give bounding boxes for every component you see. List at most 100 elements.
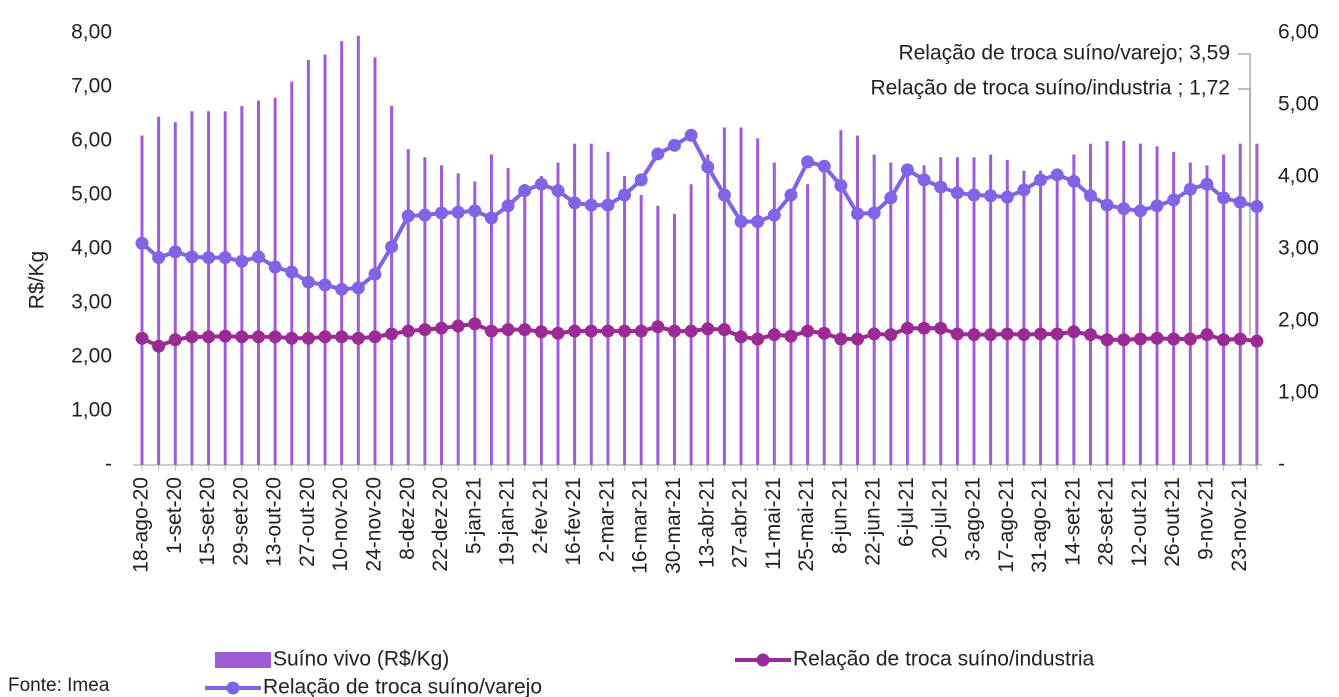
marker — [501, 323, 515, 337]
marker — [251, 250, 265, 264]
x-tick-label: 22-dez-20 — [429, 477, 452, 572]
marker — [1000, 190, 1014, 204]
marker — [634, 324, 648, 338]
marker — [1233, 195, 1247, 209]
bar — [939, 157, 943, 465]
x-tick-label: 24-nov-20 — [363, 477, 386, 572]
bar — [1188, 162, 1192, 465]
x-tick-label: 20-jul-21 — [928, 477, 951, 559]
bar — [539, 176, 543, 465]
bar — [140, 135, 144, 465]
marker — [185, 330, 199, 344]
bar — [390, 105, 394, 466]
bar — [839, 130, 843, 465]
marker — [1250, 200, 1264, 214]
marker — [285, 331, 299, 345]
marker — [1233, 332, 1247, 346]
marker — [767, 328, 781, 342]
marker — [584, 324, 598, 338]
marker — [1150, 331, 1164, 345]
bar — [1138, 143, 1142, 465]
bar — [756, 138, 760, 466]
bar — [722, 127, 726, 465]
x-tick-label: 18-ago-20 — [130, 477, 153, 573]
bar — [1222, 154, 1226, 465]
x-tick-label: 26-out-21 — [1161, 477, 1184, 567]
marker — [1250, 334, 1264, 348]
bar — [872, 154, 876, 465]
bar — [556, 162, 560, 465]
marker — [618, 188, 632, 202]
marker — [551, 184, 565, 198]
marker — [551, 326, 565, 340]
bar — [573, 143, 577, 465]
marker — [534, 177, 548, 191]
bar — [822, 165, 826, 466]
legend-swatch — [226, 681, 240, 695]
marker — [1183, 332, 1197, 346]
marker — [701, 322, 715, 336]
x-tick-label: 15-set-20 — [196, 477, 219, 566]
marker — [1017, 328, 1031, 342]
marker — [135, 236, 149, 250]
leader-line — [1238, 88, 1251, 335]
marker — [218, 329, 232, 343]
x-tick-label: 2-fev-21 — [529, 477, 552, 554]
x-tick-label: 13-abr-21 — [695, 477, 718, 568]
marker — [851, 332, 865, 346]
bar — [207, 111, 211, 466]
marker — [1000, 327, 1014, 341]
marker — [401, 324, 415, 338]
marker — [484, 324, 498, 338]
marker — [301, 275, 315, 289]
marker — [917, 173, 931, 187]
x-tick-label: 23-nov-21 — [1228, 477, 1251, 572]
marker — [451, 319, 465, 333]
annotation: Relação de troca suíno/industria ; 1,72 — [870, 77, 1230, 100]
bar — [489, 154, 493, 465]
bar — [889, 162, 893, 465]
marker — [801, 155, 815, 169]
marker — [1083, 189, 1097, 203]
bar — [856, 135, 860, 465]
marker — [1183, 182, 1197, 196]
marker — [318, 330, 332, 344]
marker — [934, 321, 948, 335]
marker — [1117, 202, 1131, 216]
marker — [684, 324, 698, 338]
marker — [1100, 333, 1114, 347]
marker — [867, 327, 881, 341]
marker — [1217, 333, 1231, 347]
bar — [340, 41, 344, 465]
x-tick-label: 8-dez-20 — [396, 477, 419, 560]
marker — [900, 163, 914, 177]
y-tick-label: 7,00 — [71, 75, 112, 98]
marker — [601, 198, 615, 212]
marker — [318, 278, 332, 292]
bar — [1172, 151, 1176, 466]
marker — [401, 209, 415, 223]
y2-tick-label: 5,00 — [1278, 93, 1319, 116]
bar — [1155, 146, 1159, 465]
marker — [418, 208, 432, 222]
legend-label: Relação de troca suíno/industria — [793, 648, 1094, 671]
bar — [1005, 159, 1009, 465]
marker — [984, 189, 998, 203]
bar — [772, 162, 776, 465]
marker — [784, 329, 798, 343]
marker — [717, 188, 731, 202]
marker — [518, 323, 532, 337]
bar — [323, 54, 327, 465]
marker — [701, 160, 715, 174]
marker — [734, 330, 748, 344]
bar — [373, 57, 377, 466]
marker — [235, 330, 249, 344]
x-tick-label: 27-abr-21 — [729, 477, 752, 568]
x-tick-label: 29-set-20 — [229, 477, 252, 566]
x-tick-label: 14-set-21 — [1061, 477, 1084, 566]
marker — [484, 211, 498, 225]
marker — [884, 328, 898, 342]
marker — [534, 325, 548, 339]
bar — [1238, 143, 1242, 465]
